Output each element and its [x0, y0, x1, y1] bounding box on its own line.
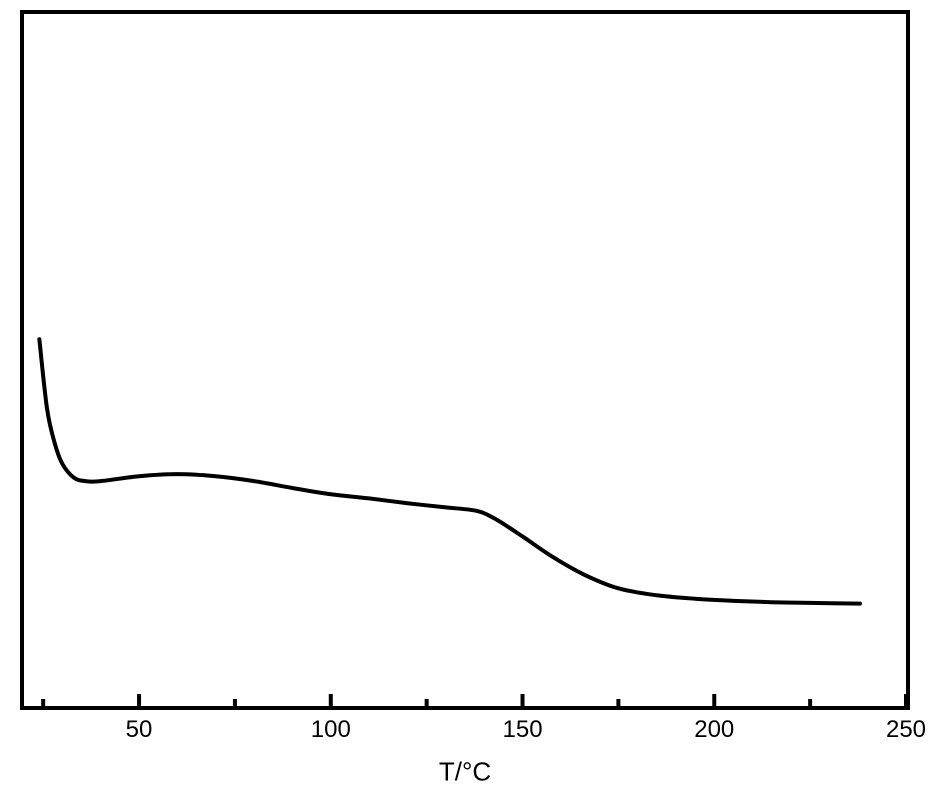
x-axis-label: T/°C [439, 757, 491, 788]
chart-root: { "chart": { "type": "line", "canvas": {… [0, 0, 930, 792]
dsc-curve [39, 339, 860, 603]
x-tick-label: 50 [126, 716, 153, 744]
x-tick-label: 200 [694, 716, 734, 744]
x-tick-label: 100 [311, 716, 351, 744]
chart-svg [0, 0, 930, 792]
x-tick-label: 150 [502, 716, 542, 744]
x-tick-label: 250 [886, 716, 926, 744]
